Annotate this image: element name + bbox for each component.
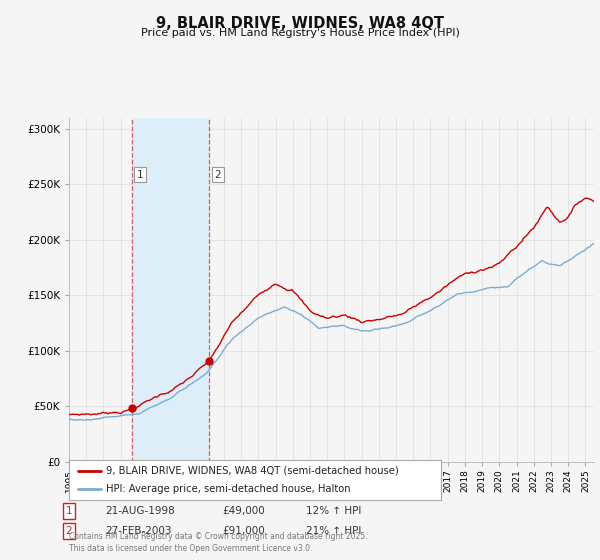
Text: 21-AUG-1998: 21-AUG-1998 (105, 506, 175, 516)
Text: 1: 1 (65, 506, 73, 516)
Text: 9, BLAIR DRIVE, WIDNES, WA8 4QT: 9, BLAIR DRIVE, WIDNES, WA8 4QT (156, 16, 444, 31)
Text: £91,000: £91,000 (222, 526, 265, 536)
Text: 2: 2 (65, 526, 73, 536)
Text: 21% ↑ HPI: 21% ↑ HPI (306, 526, 361, 536)
Text: £49,000: £49,000 (222, 506, 265, 516)
Bar (131, 118, 209, 462)
Text: 9, BLAIR DRIVE, WIDNES, WA8 4QT (semi-detached house): 9, BLAIR DRIVE, WIDNES, WA8 4QT (semi-de… (106, 466, 399, 476)
Text: Price paid vs. HM Land Registry's House Price Index (HPI): Price paid vs. HM Land Registry's House … (140, 28, 460, 38)
Text: 12% ↑ HPI: 12% ↑ HPI (306, 506, 361, 516)
Text: Contains HM Land Registry data © Crown copyright and database right 2025.
This d: Contains HM Land Registry data © Crown c… (69, 533, 367, 553)
Text: 27-FEB-2003: 27-FEB-2003 (105, 526, 172, 536)
Text: 2: 2 (214, 170, 221, 180)
Text: HPI: Average price, semi-detached house, Halton: HPI: Average price, semi-detached house,… (106, 484, 351, 494)
Text: 1: 1 (137, 170, 143, 180)
